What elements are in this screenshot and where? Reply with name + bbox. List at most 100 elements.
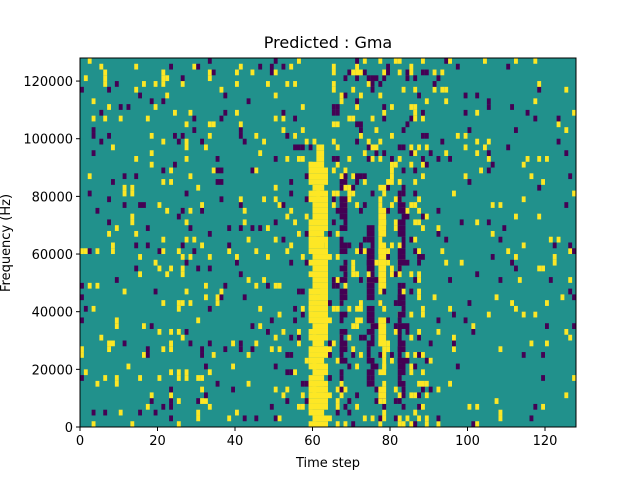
heatmap-cell bbox=[91, 305, 96, 312]
heatmap-cell bbox=[153, 259, 158, 266]
heatmap-cell bbox=[393, 219, 398, 226]
heatmap-cell bbox=[572, 294, 576, 301]
heatmap-cell bbox=[227, 415, 232, 422]
heatmap-band-cell bbox=[339, 352, 344, 358]
heatmap-cell bbox=[370, 86, 375, 93]
heatmap-cell bbox=[328, 230, 332, 237]
heatmap-cell bbox=[169, 415, 173, 422]
heatmap-cell bbox=[289, 190, 294, 197]
heatmap-cell bbox=[436, 75, 441, 82]
heatmap-cells bbox=[80, 58, 576, 427]
heatmap-cell bbox=[452, 311, 456, 318]
heatmap-cell bbox=[219, 196, 224, 203]
heatmap-cell bbox=[397, 271, 402, 278]
heatmap-cell bbox=[417, 219, 421, 226]
heatmap-cell bbox=[339, 386, 344, 393]
heatmap-band-cell bbox=[339, 184, 344, 191]
heatmap-band-cell bbox=[382, 363, 387, 370]
heatmap-cell bbox=[297, 230, 301, 237]
heatmap-cell bbox=[138, 92, 142, 99]
heatmap-cell bbox=[138, 271, 142, 278]
heatmap-band-cell bbox=[397, 398, 402, 404]
heatmap-cell bbox=[421, 213, 425, 220]
heatmap-cell bbox=[107, 346, 111, 353]
heatmap-cell bbox=[192, 248, 197, 255]
heatmap-cell bbox=[331, 277, 336, 283]
heatmap-cell bbox=[455, 132, 460, 139]
heatmap-cell bbox=[165, 92, 170, 99]
heatmap-cell bbox=[413, 421, 418, 427]
heatmap-cell bbox=[401, 190, 406, 197]
heatmap-cell bbox=[200, 207, 204, 214]
heatmap-band-cell bbox=[378, 392, 387, 399]
heatmap-cell bbox=[564, 150, 569, 157]
heatmap-band-cell bbox=[366, 259, 375, 266]
heatmap-cell bbox=[490, 230, 495, 237]
heatmap-cell bbox=[351, 265, 356, 272]
heatmap-cell bbox=[405, 75, 410, 82]
heatmap-cell bbox=[374, 363, 379, 370]
heatmap-cell bbox=[297, 144, 301, 151]
heatmap-cell bbox=[107, 340, 111, 347]
heatmap-cell bbox=[382, 104, 387, 110]
heatmap-cell bbox=[366, 138, 371, 145]
heatmap-cell bbox=[134, 63, 139, 70]
heatmap-cell bbox=[506, 144, 511, 151]
heatmap-band-cell bbox=[308, 288, 328, 295]
heatmap-cell bbox=[362, 58, 367, 64]
heatmap-cell bbox=[273, 282, 278, 289]
heatmap-cell bbox=[374, 323, 379, 329]
heatmap-cell bbox=[207, 254, 212, 260]
heatmap-band-cell bbox=[339, 340, 348, 347]
heatmap-cell bbox=[463, 92, 468, 99]
heatmap-cell bbox=[184, 236, 189, 243]
heatmap-cell bbox=[300, 144, 305, 151]
heatmap-cell bbox=[428, 386, 433, 393]
heatmap-cell bbox=[374, 398, 379, 404]
heatmap-band-cell bbox=[308, 380, 328, 387]
heatmap-cell bbox=[440, 138, 445, 145]
heatmap-cell bbox=[351, 259, 356, 266]
heatmap-cell bbox=[355, 323, 359, 329]
heatmap-cell bbox=[192, 127, 197, 133]
heatmap-cell bbox=[122, 340, 127, 347]
heatmap-band-cell bbox=[401, 236, 406, 243]
heatmap-cell bbox=[541, 403, 545, 410]
heatmap-cell bbox=[417, 144, 421, 151]
heatmap-band-cell bbox=[339, 294, 348, 301]
heatmap-band-cell bbox=[366, 282, 375, 289]
heatmap-band-cell bbox=[397, 288, 402, 295]
heatmap-cell bbox=[219, 294, 224, 301]
heatmap-band-cell bbox=[308, 317, 328, 324]
heatmap-cell bbox=[486, 219, 491, 226]
heatmap-cell bbox=[397, 156, 402, 162]
heatmap-cell bbox=[91, 421, 96, 427]
heatmap-cell bbox=[370, 190, 375, 197]
heatmap-cell bbox=[343, 403, 348, 410]
heatmap-band-cell bbox=[366, 357, 375, 364]
heatmap-cell bbox=[300, 311, 305, 318]
heatmap-band-cell bbox=[308, 403, 328, 410]
heatmap-cell bbox=[397, 392, 402, 399]
heatmap-cell bbox=[281, 127, 286, 133]
heatmap-cell bbox=[235, 81, 239, 87]
heatmap-band-cell bbox=[366, 248, 375, 255]
heatmap-cell bbox=[281, 202, 286, 208]
heatmap-cell bbox=[114, 277, 119, 283]
heatmap-cell bbox=[246, 277, 251, 283]
heatmap-cell bbox=[111, 340, 115, 347]
x-tick-label: 80 bbox=[382, 434, 399, 449]
heatmap-cell bbox=[138, 375, 142, 381]
heatmap-cell bbox=[331, 196, 336, 203]
heatmap-cell bbox=[293, 219, 297, 226]
heatmap-cell bbox=[436, 328, 441, 335]
heatmap-band-cell bbox=[401, 305, 406, 312]
heatmap-cell bbox=[300, 254, 305, 260]
heatmap-band-cell bbox=[343, 271, 348, 278]
heatmap-cell bbox=[548, 277, 553, 283]
heatmap-cell bbox=[200, 386, 204, 393]
heatmap-cell bbox=[444, 58, 449, 64]
heatmap-cell bbox=[149, 392, 154, 399]
heatmap-cell bbox=[533, 98, 538, 105]
heatmap-cell bbox=[95, 282, 100, 289]
